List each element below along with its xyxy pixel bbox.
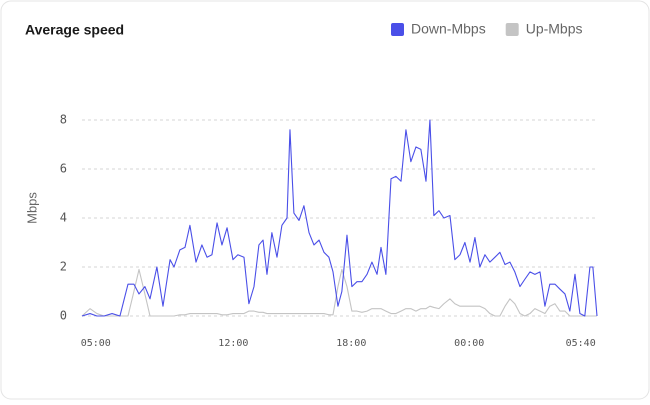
y-axis-label: Mbps xyxy=(24,192,39,224)
x-tick-label: 00:00 xyxy=(454,338,484,349)
y-tick-label: 2 xyxy=(60,260,67,274)
legend-swatch xyxy=(391,23,404,36)
chart-title: Average speed xyxy=(25,22,124,38)
series-line xyxy=(81,119,598,317)
lines xyxy=(81,119,598,317)
series-line xyxy=(81,268,597,317)
legend: Down-Mbps Up-Mbps xyxy=(391,21,583,37)
legend-swatch xyxy=(505,23,519,36)
y-tick-label: 0 xyxy=(60,309,67,323)
x-tick-label: 18:00 xyxy=(336,338,366,349)
x-tick-label: 05:40 xyxy=(566,338,596,349)
tick-labels: 0 2 4 6 8 05:00 12:00 18:00 00:00 05:40 xyxy=(60,113,596,350)
y-tick-label: 4 xyxy=(60,211,67,225)
x-tick-label: 12:00 xyxy=(218,338,248,349)
legend-label: Up-Mbps xyxy=(526,21,583,37)
y-tick-label: 6 xyxy=(60,162,67,176)
x-tick-label: 05:00 xyxy=(81,338,111,349)
y-tick-label: 8 xyxy=(60,113,67,127)
legend-label: Down-Mbps xyxy=(411,21,486,37)
